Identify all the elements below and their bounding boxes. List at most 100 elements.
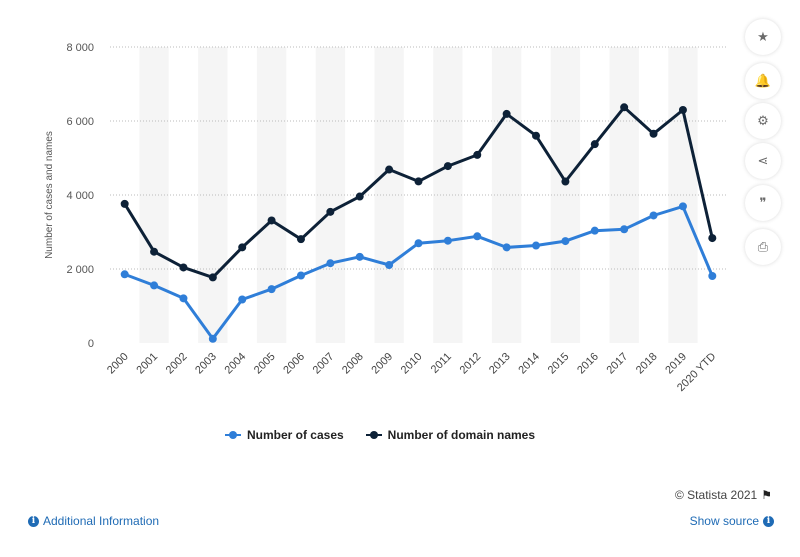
share-button[interactable]: ⋖ <box>745 143 781 179</box>
gear-icon: ⚙ <box>757 113 769 129</box>
y-axis-title: Number of cases and names <box>44 131 55 259</box>
data-point <box>150 281 159 290</box>
y-tick-label: 6 000 <box>66 116 94 128</box>
info-icon: i <box>763 515 774 527</box>
data-point <box>473 150 482 159</box>
data-point <box>561 177 570 186</box>
data-point <box>150 247 159 256</box>
x-tick-label: 2004 <box>223 351 249 377</box>
quote-icon: ❞ <box>759 195 767 211</box>
flag-icon[interactable]: ⚑ <box>761 488 772 502</box>
data-point <box>208 334 217 343</box>
statista-credit: © Statista 2021 ⚑ <box>675 488 772 502</box>
y-tick-label: 8 000 <box>66 42 94 54</box>
x-tick-label: 2009 <box>369 351 395 377</box>
y-tick-label: 0 <box>88 338 94 350</box>
legend-item-cases[interactable]: Number of cases <box>224 428 344 442</box>
data-point <box>238 295 247 304</box>
data-point <box>267 285 276 294</box>
x-tick-label: 2007 <box>311 351 337 377</box>
x-tick-label: 2000 <box>105 351 131 377</box>
data-point <box>414 239 423 248</box>
print-button[interactable]: ⎙ <box>745 229 781 265</box>
data-point <box>590 140 599 149</box>
data-point <box>502 109 511 118</box>
x-tick-label: 2005 <box>252 351 278 377</box>
data-point <box>179 263 188 272</box>
column-band <box>139 47 169 343</box>
data-point <box>296 235 305 244</box>
chart-legend: Number of cases Number of domain names <box>0 428 760 442</box>
data-point <box>473 232 482 241</box>
x-tick-label: 2003 <box>193 351 219 377</box>
bell-icon: 🔔 <box>754 73 772 89</box>
printer-icon: ⎙ <box>757 239 769 255</box>
data-point <box>414 177 423 186</box>
data-point <box>678 202 687 211</box>
data-point <box>443 162 452 171</box>
x-tick-label: 2015 <box>546 351 572 377</box>
data-point <box>532 241 541 250</box>
x-tick-label: 2014 <box>516 351 542 377</box>
data-point <box>120 199 129 208</box>
data-point <box>326 207 335 216</box>
additional-information-label: Additional Information <box>43 514 160 528</box>
cite-button[interactable]: ❞ <box>745 185 781 221</box>
data-point <box>708 271 717 280</box>
x-tick-label: 2016 <box>575 351 601 377</box>
data-point <box>238 243 247 252</box>
data-point <box>355 252 364 261</box>
x-tick-label: 2019 <box>663 351 689 377</box>
x-tick-label: 2017 <box>604 351 630 377</box>
legend-marker-domain-names-icon <box>365 429 382 441</box>
column-band <box>433 47 463 343</box>
data-point <box>678 105 687 114</box>
data-point <box>708 234 717 243</box>
x-tick-label: 2012 <box>458 351 484 377</box>
x-tick-label: 2006 <box>281 351 307 377</box>
legend-label-domain-names: Number of domain names <box>387 428 536 442</box>
data-point <box>620 103 629 112</box>
legend-label-cases: Number of cases <box>246 428 344 442</box>
favorite-button[interactable]: ★ <box>745 19 781 55</box>
data-point <box>590 226 599 235</box>
x-tick-label: 2011 <box>429 351 454 376</box>
y-tick-label: 4 000 <box>66 190 94 202</box>
data-point <box>120 270 129 279</box>
legend-marker-cases-icon <box>224 429 241 441</box>
settings-button[interactable]: ⚙ <box>745 103 781 139</box>
data-point <box>385 165 394 174</box>
star-icon: ★ <box>757 29 769 45</box>
credit-text: © Statista 2021 <box>675 488 758 502</box>
data-point <box>443 236 452 245</box>
line-chart: 0 2 000 4 000 6 000 8 000 Number of cases and… <box>44 42 727 394</box>
notification-button[interactable]: 🔔 <box>745 63 781 99</box>
data-point <box>649 211 658 220</box>
data-point <box>296 271 305 280</box>
data-point <box>620 225 629 234</box>
data-point <box>355 192 364 201</box>
data-point <box>561 237 570 246</box>
x-tick-label: 2010 <box>399 351 425 377</box>
data-point <box>532 131 541 140</box>
data-point <box>326 259 335 268</box>
x-tick-label: 2001 <box>134 351 160 377</box>
show-source-label: Show source <box>689 514 759 528</box>
data-point <box>385 261 394 270</box>
data-point <box>649 129 658 138</box>
x-tick-label: 2018 <box>634 351 660 377</box>
show-source-link[interactable]: Show source i <box>690 514 774 528</box>
data-point <box>179 294 188 303</box>
column-band <box>668 47 698 343</box>
info-icon: i <box>28 515 39 527</box>
x-tick-label: 2008 <box>340 351 366 377</box>
data-point <box>502 243 511 252</box>
additional-information-link[interactable]: i Additional Information <box>28 514 159 528</box>
data-point <box>208 273 217 282</box>
x-tick-label: 2013 <box>487 351 513 377</box>
y-tick-label: 2 000 <box>66 264 94 276</box>
x-tick-label: 2002 <box>164 351 190 377</box>
legend-item-domain-names[interactable]: Number of domain names <box>365 428 536 442</box>
data-point <box>267 216 276 225</box>
